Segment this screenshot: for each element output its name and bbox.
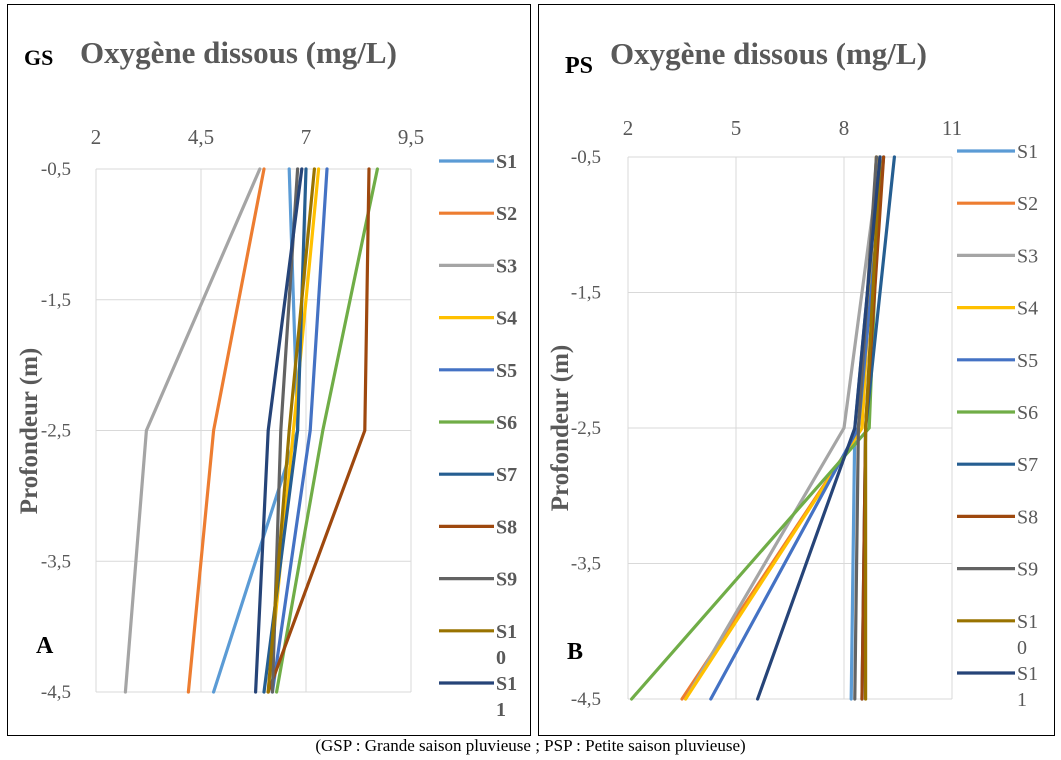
x-tick-label: 9,5 [398, 125, 424, 149]
legend-label-s4: S4 [496, 308, 517, 330]
y-tick-label: -2,5 [41, 421, 71, 442]
legend-label-s10: S1 0 [496, 621, 517, 669]
x-tick-label: 5 [731, 116, 742, 140]
chart-title: Oxygène dissous (mg/L) [80, 35, 397, 70]
legend-label-s2: S2 [1017, 193, 1038, 215]
y-tick-label: -0,5 [41, 159, 71, 180]
panel-label: B [567, 639, 583, 665]
legend-label-s3: S3 [1017, 245, 1038, 267]
legend-label-s10: S1 0 [1017, 611, 1038, 659]
y-tick-label: -1,5 [41, 290, 71, 311]
season-tag: GS [24, 45, 53, 70]
y-tick-label: -0,5 [571, 147, 601, 168]
legend-label-s9: S9 [1017, 559, 1038, 581]
x-tick-label: 2 [623, 116, 634, 140]
y-tick-label: -4,5 [41, 682, 71, 703]
x-tick-label: 11 [942, 116, 962, 140]
legend-label-s1: S1 [496, 151, 517, 173]
legend-label-s2: S2 [496, 203, 517, 225]
figure-caption: (GSP : Grande saison pluvieuse ; PSP : P… [315, 736, 746, 755]
legend-label-s9: S9 [496, 569, 517, 591]
y-tick-label: -3,5 [41, 551, 71, 572]
series-line-s8 [266, 167, 371, 694]
series-line-s10 [864, 155, 882, 701]
legend-label-s11: S1 1 [496, 673, 517, 721]
legend-label-s8: S8 [1017, 506, 1038, 528]
x-tick-label: 2 [91, 125, 102, 149]
chart-title: Oxygène dissous (mg/L) [610, 36, 927, 71]
season-tag: PS [565, 53, 593, 79]
series-line-s6 [275, 167, 379, 694]
chart-panel-a: GS Oxygène dissous (mg/L) 2 4,5 7 9,5 -0,5 -1,5… [7, 4, 531, 736]
x-tick-label: 8 [839, 116, 850, 140]
series-line-s10 [266, 167, 316, 694]
chart-panel-b: PS Oxygène dissous (mg/L) 2 5 8 11 -0,5 -1,5 -2,… [538, 4, 1055, 736]
legend-label-s7: S7 [496, 464, 517, 486]
legend-label-s5: S5 [496, 360, 517, 382]
legend-label-s11: S1 1 [1017, 663, 1038, 711]
chart-b-svg: PS Oxygène dissous (mg/L) 2 5 8 11 -0,5 -1,5 -2,… [547, 36, 1038, 711]
series-line-s2 [186, 167, 266, 694]
x-tick-label: 7 [301, 125, 312, 149]
y-tick-label: -4,5 [571, 689, 601, 710]
y-tick-label: -1,5 [571, 283, 601, 304]
series-line-s5 [270, 167, 329, 694]
series-line-s3 [123, 167, 262, 694]
legend-label-s8: S8 [496, 516, 517, 538]
series-line-s11 [756, 155, 882, 701]
panel-label: A [36, 633, 54, 659]
legend-label-s6: S6 [496, 412, 517, 434]
y-tick-label: -2,5 [571, 418, 601, 439]
x-tick-label: 4,5 [188, 125, 214, 149]
legend-label-s6: S6 [1017, 402, 1038, 424]
series-line-s3 [684, 155, 882, 701]
legend-label-s4: S4 [1017, 298, 1038, 320]
y-axis-title: Profondeur (m) [16, 348, 43, 514]
y-tick-label: -3,5 [571, 554, 601, 575]
legend-label-s1: S1 [1017, 141, 1038, 163]
legend-label-s7: S7 [1017, 454, 1038, 476]
y-axis-title: Profondeur (m) [547, 345, 574, 511]
legend-label-s5: S5 [1017, 350, 1038, 372]
series-line-s11 [254, 167, 304, 694]
legend-label-s3: S3 [496, 255, 517, 277]
chart-a-svg: GS Oxygène dissous (mg/L) 2 4,5 7 9,5 -0,5 -1,5… [16, 35, 517, 721]
